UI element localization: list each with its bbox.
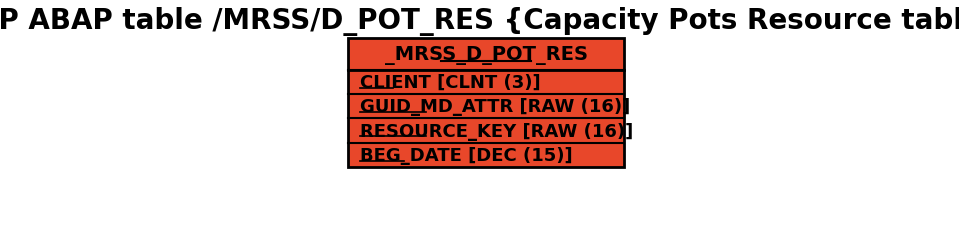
Bar (348, 39, 624, 167)
Text: BEG_DATE [DEC (15)]: BEG_DATE [DEC (15)] (360, 146, 573, 164)
Text: CLIENT [CLNT (3)]: CLIENT [CLNT (3)] (360, 74, 541, 91)
Text: _MRSS_D_POT_RES: _MRSS_D_POT_RES (385, 46, 588, 64)
Text: RESOURCE_KEY [RAW (16)]: RESOURCE_KEY [RAW (16)] (360, 122, 633, 140)
Text: GUID_MD_ATTR [RAW (16)]: GUID_MD_ATTR [RAW (16)] (360, 98, 630, 116)
Text: SAP ABAP table /MRSS/D_POT_RES {Capacity Pots Resource table}: SAP ABAP table /MRSS/D_POT_RES {Capacity… (0, 7, 959, 36)
